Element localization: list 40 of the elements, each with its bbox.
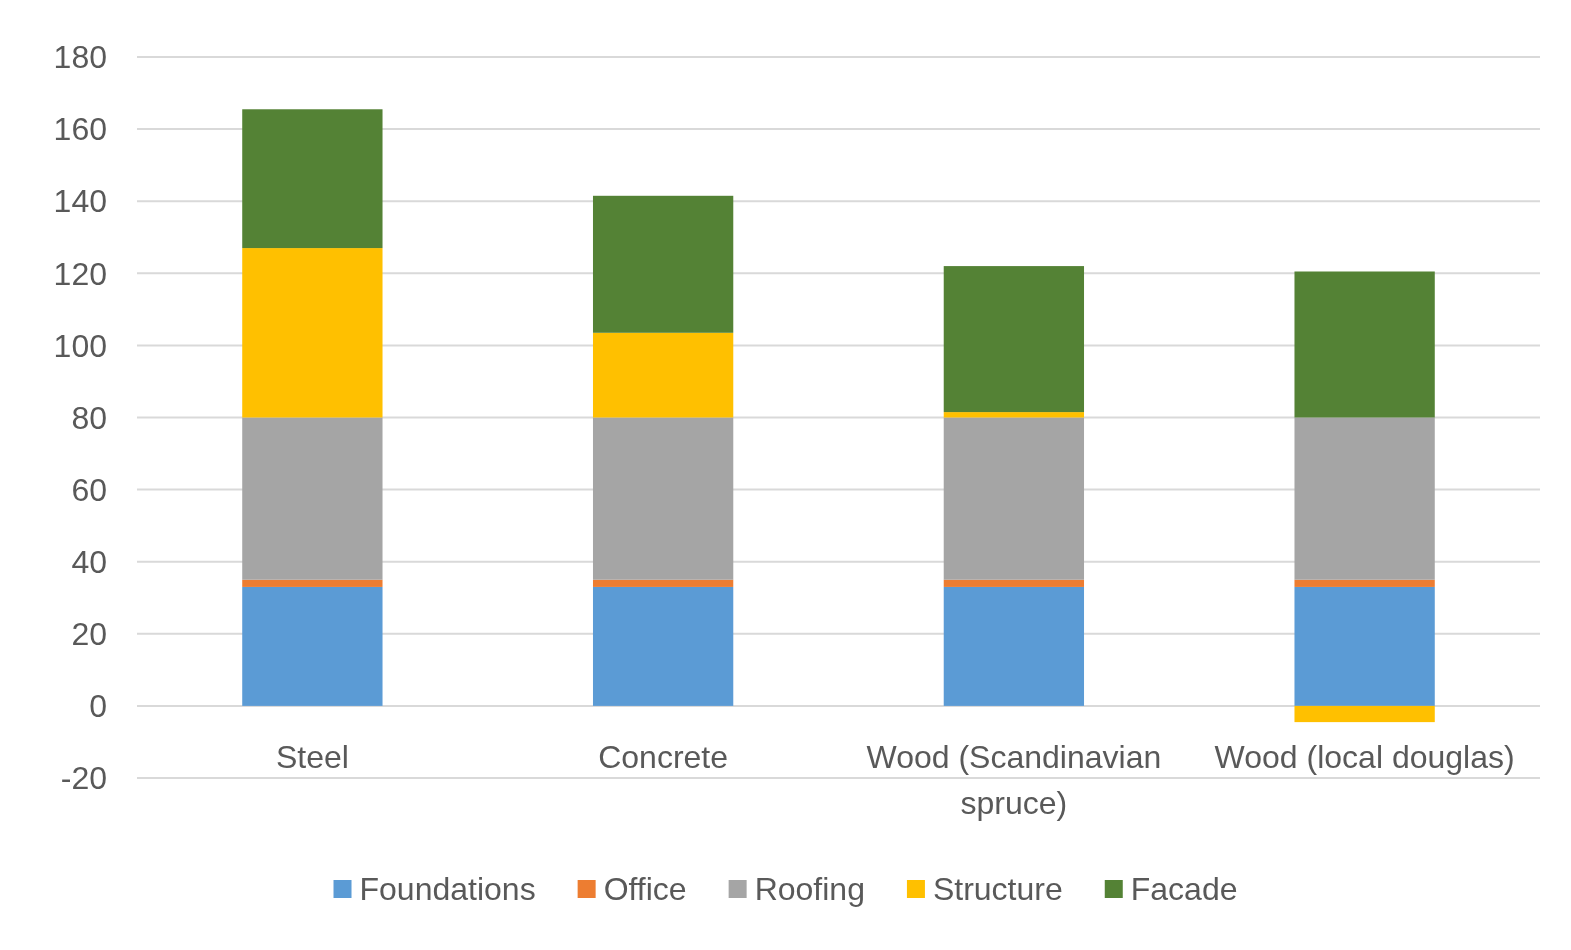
bar xyxy=(242,579,383,587)
bar xyxy=(1294,579,1435,587)
y-tick-label: 20 xyxy=(71,616,107,652)
bar xyxy=(943,579,1085,587)
bar xyxy=(1294,271,1435,418)
y-tick-label: 60 xyxy=(71,471,107,508)
y-tick-label: -20 xyxy=(60,760,107,797)
x-tick-label: Steel xyxy=(275,739,349,775)
y-tick-label: 120 xyxy=(53,255,107,292)
y-tick-label: 100 xyxy=(53,327,107,364)
bar xyxy=(242,248,383,418)
legend-label: Roofing xyxy=(754,871,865,908)
bar xyxy=(592,586,734,706)
bar xyxy=(242,417,383,580)
y-tick-label: 40 xyxy=(71,543,107,580)
bar xyxy=(592,332,734,418)
x-tick-label: Wood (local douglas) xyxy=(1214,739,1515,775)
bar xyxy=(1294,417,1435,580)
bar xyxy=(1294,705,1435,723)
x-tick-label: Wood (Scandinavian spruce) xyxy=(866,739,1162,821)
y-tick-label: 140 xyxy=(53,183,107,220)
bar xyxy=(1294,586,1435,706)
y-tick-label: 180 xyxy=(53,39,107,76)
bar xyxy=(592,579,734,587)
bar xyxy=(943,417,1085,580)
legend-label: Office xyxy=(603,871,687,908)
bar xyxy=(242,109,383,249)
x-tick-label: Concrete xyxy=(598,739,729,775)
y-tick-label: 160 xyxy=(53,111,107,148)
bar xyxy=(592,417,734,580)
bar xyxy=(943,586,1085,706)
legend-label: Foundations xyxy=(359,871,536,908)
legend-label: Facade xyxy=(1130,871,1238,908)
y-tick-label: 0 xyxy=(89,688,107,725)
bar xyxy=(592,195,734,333)
legend-label: Structure xyxy=(932,871,1063,908)
bar xyxy=(242,586,383,706)
bar xyxy=(943,266,1085,413)
y-tick-label: 80 xyxy=(71,399,107,436)
bar xyxy=(943,412,1085,418)
